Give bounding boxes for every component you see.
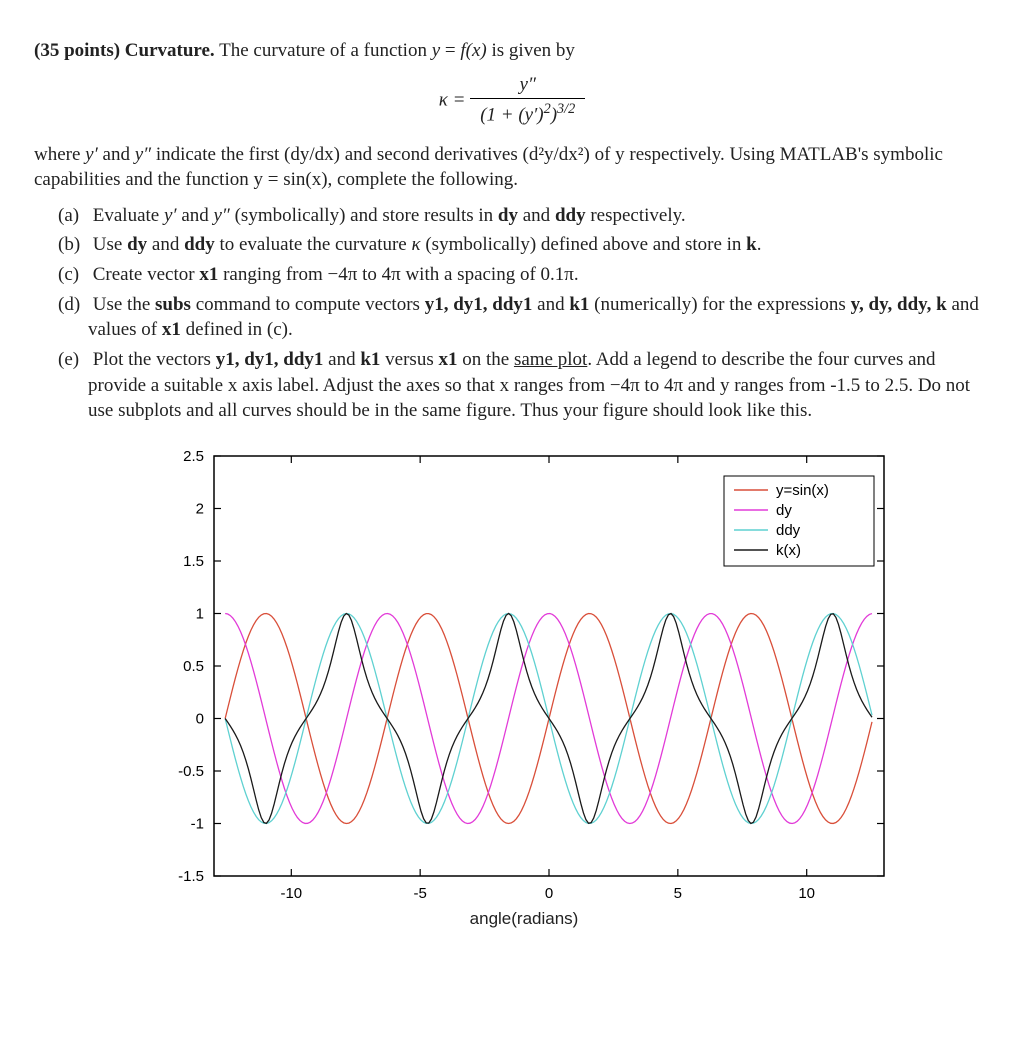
equation-denominator: (1 + (y′)2)3/2	[470, 99, 585, 127]
svg-text:dy: dy	[776, 502, 792, 519]
curvature-chart: -1.5 -1 -0.5 0 0.5 1 1.5 2 2.5 -10 -5 0 5 10 y=sin(x) d…	[144, 446, 904, 906]
svg-text:-5: -5	[413, 885, 426, 902]
svg-text:y=sin(x): y=sin(x)	[776, 482, 829, 499]
part-e: (e) Plot the vectors y1, dy1, ddy1 and k…	[58, 347, 990, 424]
chart-container: -1.5 -1 -0.5 0 0.5 1 1.5 2 2.5 -10 -5 0 5 10 y=sin(x) d…	[144, 446, 904, 931]
svg-text:-1: -1	[191, 815, 204, 832]
svg-text:-10: -10	[280, 885, 302, 902]
svg-text:0.5: 0.5	[183, 658, 204, 675]
section-title: Curvature.	[125, 40, 215, 61]
equation-fraction: y″ (1 + (y′)2)3/2	[470, 74, 585, 128]
svg-text:2.5: 2.5	[183, 448, 204, 465]
intro-y: y	[432, 40, 440, 61]
part-a: (a) Evaluate y′ and y″ (symbolically) an…	[58, 203, 990, 229]
svg-text:0: 0	[545, 885, 553, 902]
points-label: (35 points)	[34, 40, 120, 61]
svg-text:10: 10	[798, 885, 815, 902]
intro-paragraph: (35 points) Curvature. The curvature of …	[34, 38, 990, 64]
svg-text:5: 5	[674, 885, 682, 902]
svg-text:0: 0	[196, 710, 204, 727]
svg-text:2: 2	[196, 500, 204, 517]
svg-text:1: 1	[196, 605, 204, 622]
derivative-paragraph: where y′ and y″ indicate the first (dy/d…	[34, 142, 990, 193]
svg-text:-0.5: -0.5	[178, 763, 204, 780]
svg-text:-1.5: -1.5	[178, 868, 204, 885]
equation-numerator: y″	[470, 74, 585, 100]
intro-fx: f(x)	[460, 40, 486, 61]
intro-text: The curvature of a function	[219, 40, 432, 61]
svg-text:1.5: 1.5	[183, 553, 204, 570]
part-b: (b) Use dy and ddy to evaluate the curva…	[58, 232, 990, 258]
svg-text:k(x): k(x)	[776, 542, 801, 559]
parts-list: (a) Evaluate y′ and y″ (symbolically) an…	[58, 203, 990, 424]
part-c: (c) Create vector x1 ranging from −4π to…	[58, 262, 990, 288]
svg-text:ddy: ddy	[776, 522, 801, 539]
x-axis-label: angle(radians)	[144, 908, 904, 931]
part-d: (d) Use the subs command to compute vect…	[58, 292, 990, 343]
curvature-equation: κ = y″ (1 + (y′)2)3/2	[34, 74, 990, 128]
